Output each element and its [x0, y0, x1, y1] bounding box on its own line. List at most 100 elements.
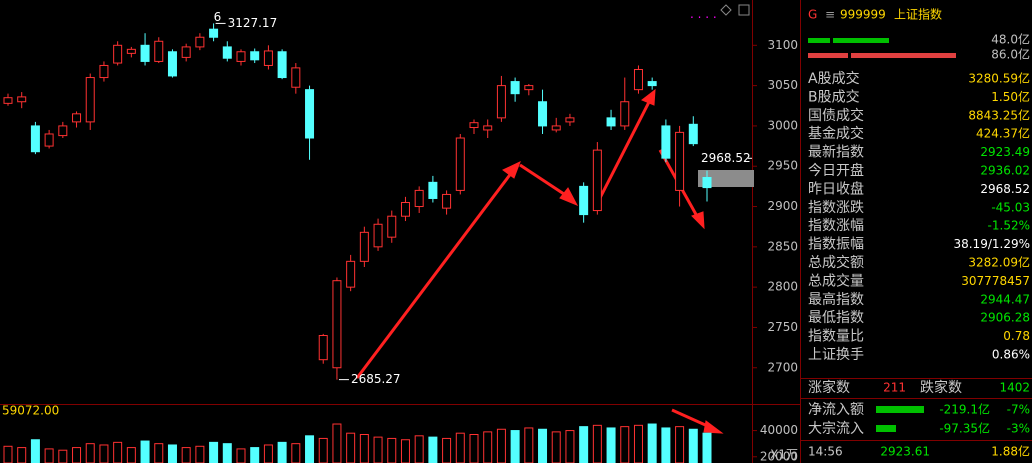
- candle-body: [579, 185, 589, 216]
- high-label: 3127.17: [228, 16, 278, 30]
- row-label: 国债成交: [808, 107, 864, 124]
- candle-body: [387, 215, 397, 238]
- candle-body: [126, 48, 136, 54]
- high-flag: 6: [214, 10, 222, 24]
- menu-icon: ≡: [825, 8, 835, 22]
- candle-body: [359, 231, 369, 262]
- panel-mark: G: [808, 8, 817, 22]
- row-label: 最新指数: [808, 145, 864, 161]
- icon: [738, 4, 750, 16]
- candle-body: [702, 176, 712, 189]
- candle-body: [209, 28, 219, 38]
- volume-title: 59072.00: [2, 404, 59, 418]
- volume-bar: [154, 443, 164, 463]
- volume-bar: [332, 423, 342, 463]
- candle-body: [167, 51, 177, 77]
- candle-body: [263, 50, 273, 66]
- candle-body: [538, 101, 548, 127]
- volume-bar: [496, 428, 506, 463]
- candle-body: [346, 260, 356, 288]
- row-label: 最低指数: [808, 310, 864, 326]
- candle-body: [222, 46, 232, 59]
- candle-body: [633, 68, 643, 91]
- candle-body: [3, 97, 13, 104]
- y-tick-label: 2700: [767, 360, 798, 374]
- volume-bar: [140, 440, 150, 463]
- row-value: 2923.49: [980, 145, 1030, 159]
- volume-bar: [305, 435, 315, 463]
- row-label: 指数振幅: [808, 237, 864, 253]
- row-value: 424.37亿: [976, 126, 1030, 141]
- low-label: 2685.27: [351, 372, 401, 386]
- volume-bar: [58, 449, 68, 463]
- row-label: B股成交: [808, 88, 860, 105]
- volume-bar: [250, 447, 260, 463]
- volume-bar: [222, 443, 232, 463]
- row-label: 总成交额: [808, 254, 864, 271]
- y-tick-label: 2900: [767, 199, 798, 213]
- tick-volume: 1.88亿: [991, 444, 1030, 459]
- volume-bar: [565, 430, 575, 463]
- y-tick-label: 2800: [767, 280, 798, 294]
- volume-bar: [373, 436, 383, 463]
- candle-body: [483, 125, 493, 131]
- candle-body: [291, 67, 301, 88]
- candle-body: [30, 125, 40, 153]
- volume-bar: [483, 431, 493, 463]
- candle-body: [414, 189, 424, 208]
- row-value: 8843.25亿: [968, 107, 1030, 122]
- candle-body: [195, 36, 205, 48]
- volume-bar: [647, 423, 657, 463]
- candle-body: [305, 89, 315, 139]
- panel-code: 999999: [840, 8, 886, 22]
- y-tick-label: 3100: [767, 38, 798, 52]
- count-value: 211: [883, 381, 906, 395]
- volume-bar: [359, 434, 369, 463]
- row-value: 2906.28: [980, 311, 1030, 325]
- candle-body: [688, 123, 698, 145]
- volume-bar: [236, 448, 246, 463]
- candle-body: [442, 193, 452, 209]
- candle-body: [181, 46, 191, 58]
- volume-bar: [414, 435, 424, 463]
- volume-bar: [469, 434, 479, 463]
- row-label: 昨日收盘: [808, 180, 864, 197]
- candle-body: [99, 64, 109, 79]
- row-value: 3280.59亿: [968, 71, 1030, 86]
- prev-close-box: [698, 170, 754, 187]
- flow-bar: [876, 425, 896, 432]
- volume-bar: [606, 427, 616, 463]
- row-value: 0.86%: [992, 348, 1030, 362]
- volume-bar: [455, 432, 465, 463]
- dots: · · · ·: [690, 11, 717, 25]
- volume-bar: [579, 426, 589, 463]
- candle-body: [318, 335, 328, 361]
- volume-bar: [113, 441, 123, 463]
- candle-body: [140, 44, 150, 62]
- volume-bar: [72, 447, 82, 463]
- flow-pct: -3%: [1007, 422, 1030, 436]
- row-value: -1.52%: [988, 219, 1030, 233]
- candle-body: [661, 125, 671, 159]
- volume-bar: [277, 441, 287, 463]
- volume-bar: [126, 447, 136, 463]
- bar: [808, 38, 830, 43]
- row-label: 今日开盘: [808, 162, 864, 179]
- row-value: 0.78: [1003, 329, 1030, 343]
- volume-bar: [661, 427, 671, 463]
- candle-body: [469, 122, 479, 129]
- icon: [720, 4, 732, 16]
- candle-body: [154, 40, 164, 62]
- candle-body: [592, 149, 602, 212]
- bar: [851, 53, 956, 58]
- volume-bar: [99, 444, 109, 463]
- row-label: 上证换手: [808, 346, 864, 363]
- flow-label: 大宗流入: [808, 421, 864, 437]
- row-value: 3282.09亿: [968, 255, 1030, 270]
- arrows: [355, 88, 724, 434]
- volume-bar: [167, 444, 177, 463]
- row-label: 基金成交: [808, 125, 864, 142]
- candle-body: [17, 96, 27, 103]
